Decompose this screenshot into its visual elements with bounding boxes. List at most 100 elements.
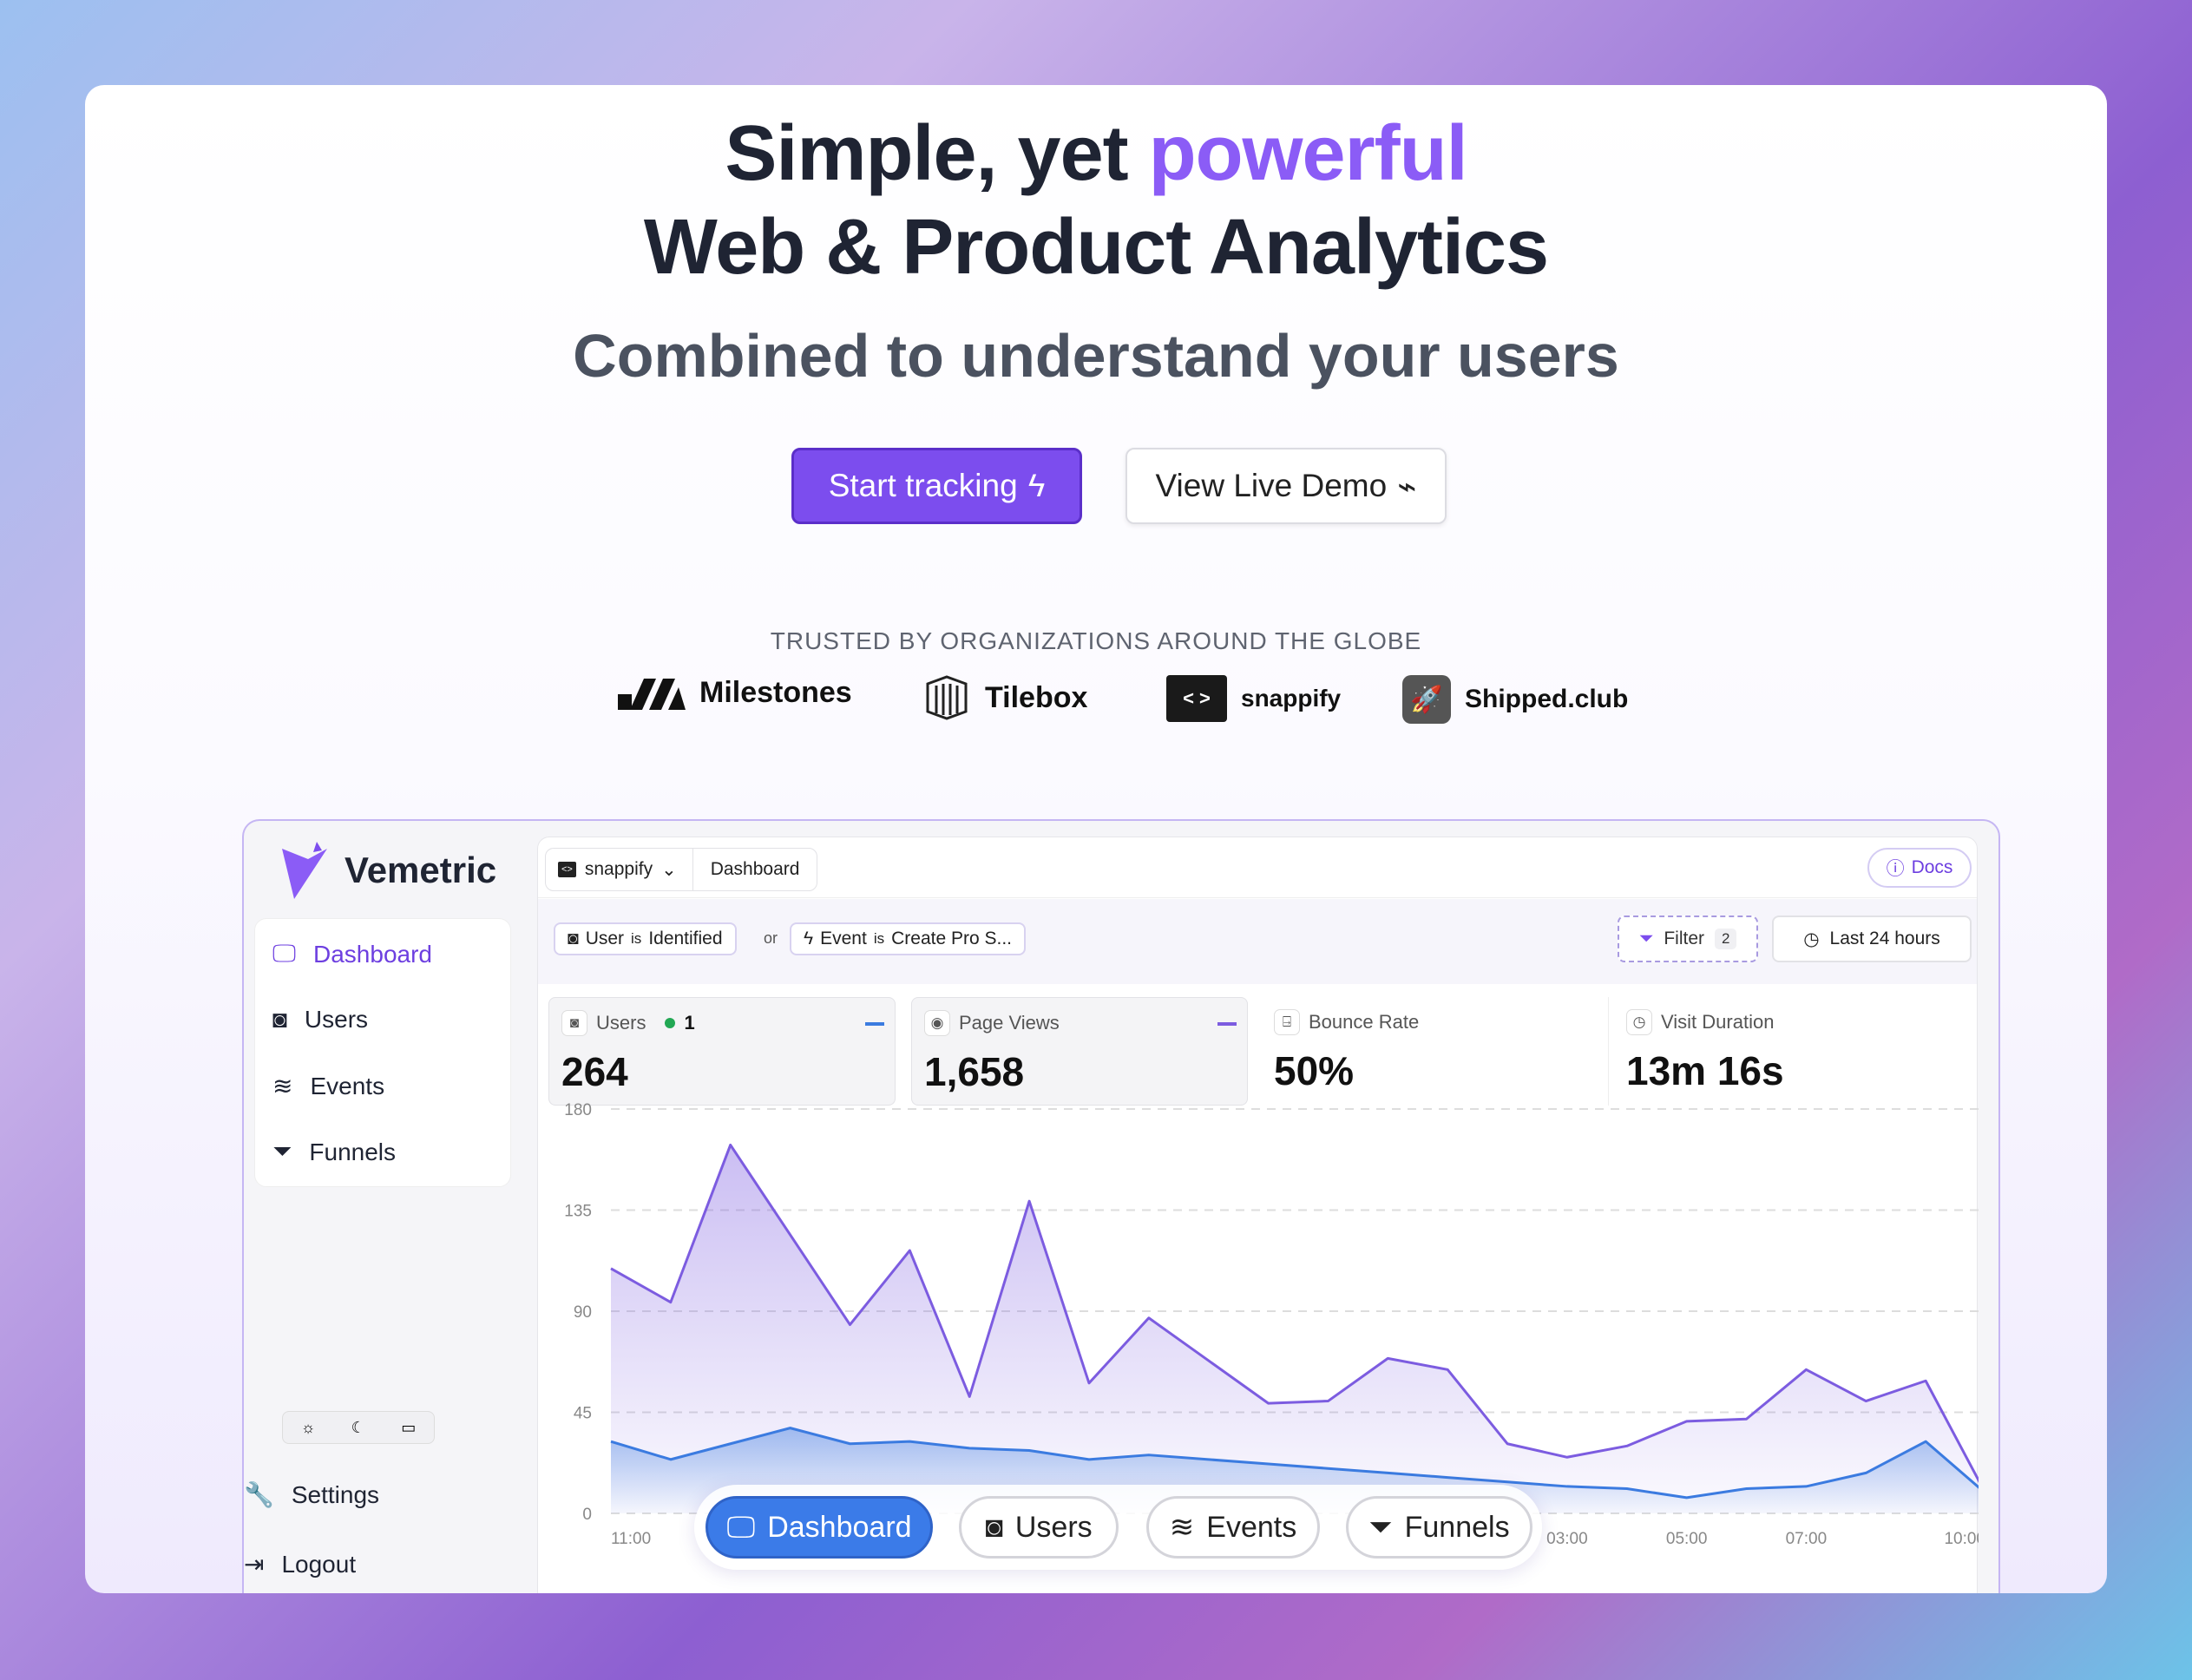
filter-button[interactable]: ⏷ Filter 2 [1618,915,1758,962]
theme-toggle[interactable]: ☼ ☾ ▭ [282,1411,435,1444]
bottom-nav: 🖵 Dashboard ◙ Users ≋ Events ⏷ Funnels [694,1485,1542,1570]
logo-milestones: Milestones [618,675,852,710]
lightning-icon: ϟ [804,929,814,948]
stat-card-page-views[interactable]: ◉ Page Views 1,658 [911,997,1248,1106]
activity-icon: ⌁ [1397,468,1417,504]
view-live-demo-button[interactable]: View Live Demo ⌁ [1126,448,1447,524]
trusted-heading: TRUSTED BY ORGANIZATIONS AROUND THE GLOB… [770,627,1422,654]
settings-label: Settings [291,1480,380,1508]
funnel-icon: ⏷ [272,1138,292,1165]
x-tick-label: 11:00 [611,1530,651,1548]
time-range-select[interactable]: ◷ Last 24 hours [1772,915,1972,962]
filter-chip-event[interactable]: ϟ Event is Create Pro S... [790,922,1026,955]
nav-label: Funnels [309,1138,397,1165]
stat-label: Visit Duration [1661,1011,1775,1033]
hero-subtitle: Combined to understand your users [573,322,1619,390]
logo-name: Shipped.club [1465,685,1629,713]
nav-label: Events [310,1072,385,1099]
logo-tilebox: Tilebox [922,675,1087,720]
logo-shipped-club: 🚀 Shipped.club [1402,675,1628,724]
docs-button[interactable]: ⓘ Docs [1867,848,1972,888]
top-bar [538,837,1977,898]
project-selector[interactable]: <> snappify ⌄ [546,849,693,890]
sidebar-item-users[interactable]: ◙ Users [272,1006,368,1034]
stat-card-visit-duration[interactable]: ◷ Visit Duration 13m 16s [1614,997,1961,1106]
stat-card-users[interactable]: ◙ Users 1 264 [548,997,896,1106]
code-window-icon: < > [1166,675,1227,722]
start-tracking-label: Start tracking [828,468,1018,503]
filter-field: Event [820,929,867,948]
nav-label: Dashboard [767,1510,912,1544]
bottom-nav-events[interactable]: ≋ Events [1146,1496,1320,1559]
filter-op: is [631,930,642,947]
series-area [611,1145,1979,1513]
laptop-icon[interactable]: ▭ [401,1418,417,1436]
view-demo-label: View Live Demo [1155,468,1388,503]
sidebar-item-events[interactable]: ≋ Events [272,1072,384,1100]
main-panel: <> snappify ⌄ Dashboard ⓘ Docs ◙ User is Ident… [537,837,1979,1593]
y-tick-label: 0 [582,1506,592,1524]
tilebox-logo-icon [926,675,968,720]
brand-name: Vemetric [345,850,497,890]
filter-count-badge: 2 [1715,929,1737,949]
nav-label: Users [304,1006,369,1033]
live-dot-icon [665,1018,676,1028]
filter-value: Identified [648,929,723,948]
logout-label: Logout [281,1550,357,1578]
nav-label: Funnels [1404,1510,1510,1544]
stat-label: Users [596,1012,646,1034]
breadcrumb-page: Dashboard [710,859,800,879]
nav-label: Dashboard [313,940,432,968]
series-line [610,1143,1979,1483]
code-window-icon: <> [558,862,576,877]
clock-icon: ◷ [1626,1009,1652,1035]
x-tick-label: 05:00 [1666,1530,1708,1548]
sidebar-nav: 🖵 Dashboard ◙ Users ≋ Events ⏷ Funnels [254,918,511,1187]
rocket-icon: 🚀 [1402,675,1451,724]
clock-icon: ◷ [1803,929,1820,949]
lightning-icon: ϟ [1027,468,1046,503]
title-prefix: Simple, yet [725,110,1149,197]
user-icon: ◙ [985,1510,1003,1544]
x-tick-label: 07:00 [1786,1530,1828,1548]
settings-link[interactable]: 🔧 Settings [244,1480,379,1509]
eye-icon: ◉ [924,1010,950,1036]
layers-icon: ≋ [1169,1511,1195,1544]
user-icon: ◙ [272,1006,287,1033]
bottom-nav-users[interactable]: ◙ Users [959,1496,1119,1559]
filter-chip-user[interactable]: ◙ User is Identified [554,922,737,955]
logout-icon: ⇥ [244,1551,265,1578]
bottom-nav-funnels[interactable]: ⏷ Funnels [1346,1496,1532,1559]
docs-label: Docs [1911,857,1953,877]
filter-field: User [585,929,625,948]
x-tick-label: 03:00 [1546,1530,1588,1548]
stat-card-bounce-rate[interactable]: ⍈ Bounce Rate 50% [1262,997,1609,1106]
stat-label: Page Views [959,1012,1060,1034]
funnel-icon: ⏷ [1368,1510,1393,1544]
bottom-nav-dashboard[interactable]: 🖵 Dashboard [706,1496,933,1559]
moon-icon[interactable]: ☾ [351,1418,365,1436]
start-tracking-button[interactable]: Start tracking ϟ [791,448,1082,524]
stat-value: 1,658 [924,1049,1025,1094]
brand: Vemetric [279,842,496,899]
series-indicator-icon [1217,1022,1237,1026]
nav-label: Users [1014,1510,1093,1544]
stat-value: 13m 16s [1626,1048,1784,1093]
milestones-logo-icon [618,679,686,710]
hero-title-line2: Web & Product Analytics [643,204,1549,291]
monitor-chart-icon: 🖵 [272,940,296,967]
breadcrumb: <> snappify ⌄ Dashboard [545,848,818,891]
logo-snappify: < > snappify [1166,675,1341,722]
logout-link[interactable]: ⇥ Logout [244,1550,356,1578]
chevron-down-icon: ⌄ [661,859,677,880]
door-exit-icon: ⍈ [1274,1009,1300,1035]
user-icon: ◙ [561,1010,587,1036]
filter-label: Filter [1664,929,1704,948]
series-indicator-icon [865,1022,884,1026]
wrench-icon: 🔧 [244,1481,274,1508]
help-circle-icon: ⓘ [1886,859,1905,879]
sidebar-item-dashboard[interactable]: 🖵 Dashboard [272,940,432,968]
sun-icon[interactable]: ☼ [300,1418,316,1436]
sidebar-item-funnels[interactable]: ⏷ Funnels [272,1138,396,1166]
time-range-label: Last 24 hours [1829,929,1940,948]
